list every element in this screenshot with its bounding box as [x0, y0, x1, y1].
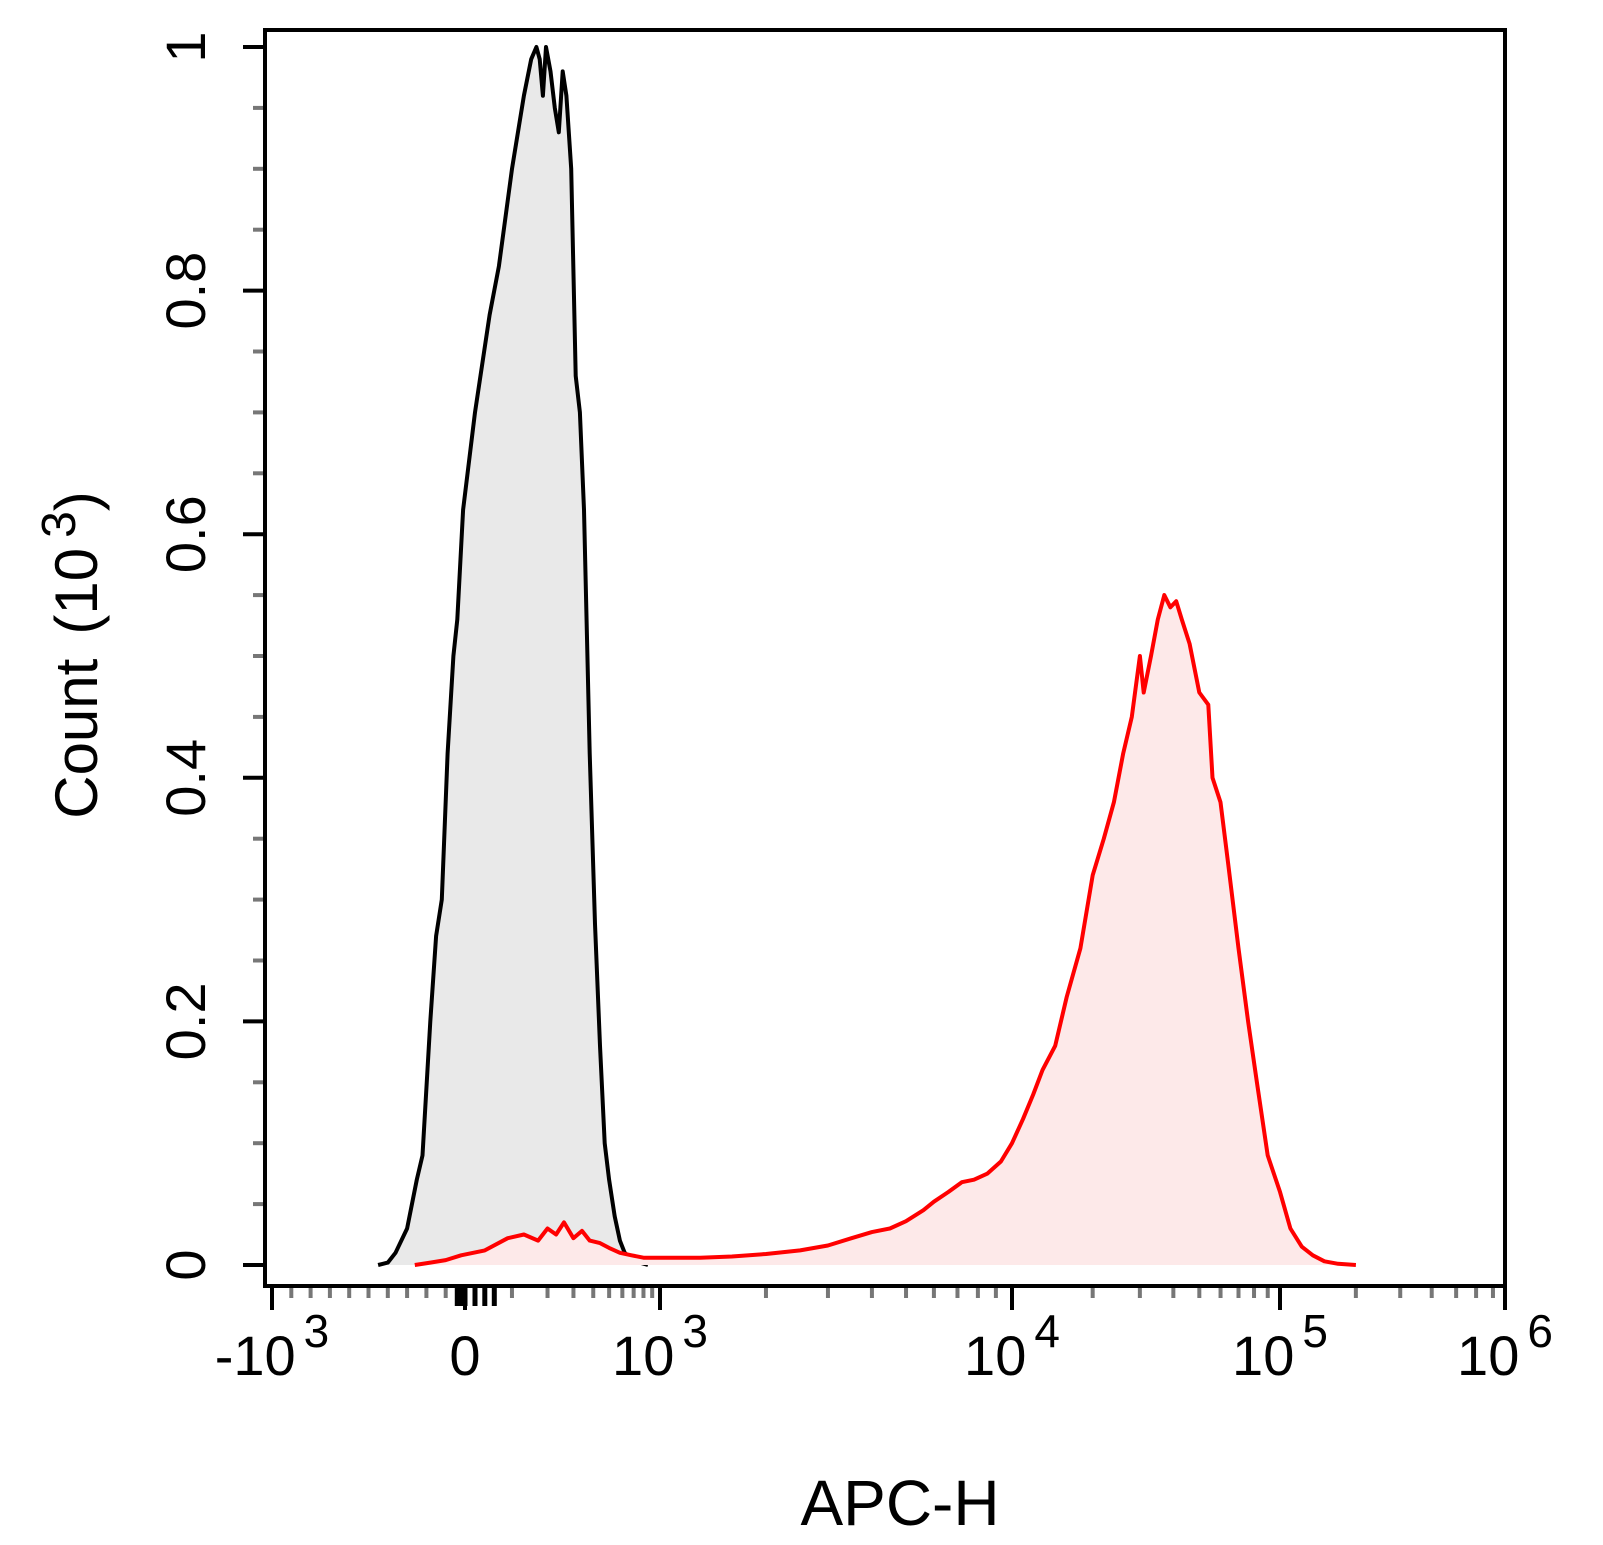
x-axis: -10 3 0 10 3 10 4 10 5 10 6: [215, 1286, 1553, 1387]
x-tick-label: 10 4: [964, 1305, 1060, 1387]
x-tick-label: 10 3: [612, 1305, 708, 1387]
x-minor-ticks: [289, 1286, 1495, 1306]
plot-frame: [263, 28, 1507, 1288]
series-0-area: [378, 47, 648, 1265]
x-tick-label: 0: [449, 1324, 480, 1387]
y-tick-label: 0.8: [154, 252, 217, 330]
y-tick-label: 0: [154, 1249, 217, 1280]
y-axis-label-unit-base: 10: [43, 548, 110, 615]
y-tick-label: 0.2: [154, 982, 217, 1060]
y-axis-label: Count(103): [33, 491, 110, 819]
x-tick-label: 10 5: [1232, 1305, 1328, 1387]
x-axis-label: APC-H: [800, 1467, 999, 1539]
x-tick-label: 10 6: [1457, 1305, 1553, 1387]
series-1-area: [414, 595, 1356, 1265]
x-tick-label: -10 3: [215, 1305, 330, 1387]
series-1-line: [414, 593, 1357, 1267]
y-tick-label: 0.6: [154, 495, 217, 573]
y-axis: 0 0.2 0.4 0.6 0.8 1: [154, 31, 265, 1281]
y-tick-label: 1: [154, 31, 217, 62]
y-tick-label: 0.4: [154, 739, 217, 817]
series-layer: [377, 45, 1357, 1267]
y-axis-label-unit-exp: 3: [33, 511, 86, 538]
series-0-line: [377, 45, 649, 1267]
y-axis-label-main: Count: [43, 658, 110, 818]
